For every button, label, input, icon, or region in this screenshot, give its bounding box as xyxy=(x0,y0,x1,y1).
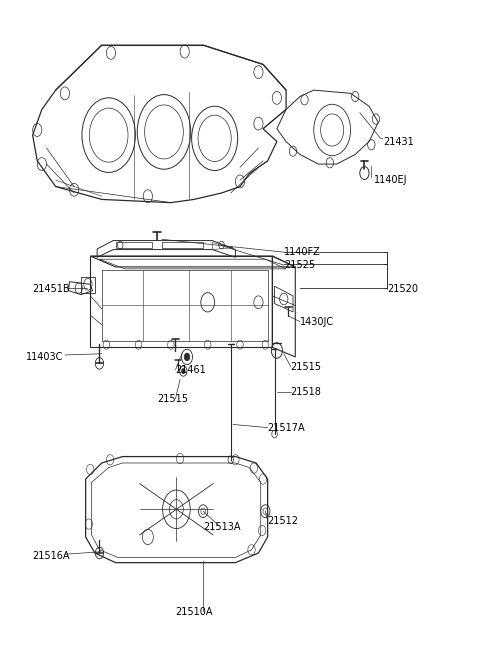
Text: 21518: 21518 xyxy=(291,387,322,398)
Text: 21512: 21512 xyxy=(268,516,299,526)
Circle shape xyxy=(184,353,190,361)
Text: 21515: 21515 xyxy=(157,394,188,403)
Circle shape xyxy=(181,369,185,374)
Text: 21513A: 21513A xyxy=(203,522,240,532)
Text: 21431: 21431 xyxy=(383,136,414,146)
Text: 21510A: 21510A xyxy=(176,607,213,617)
Text: 1140EJ: 1140EJ xyxy=(373,175,407,185)
Text: 21517A: 21517A xyxy=(268,422,305,433)
Text: 21520: 21520 xyxy=(387,285,419,295)
Text: 21515: 21515 xyxy=(291,361,322,371)
Text: 21461: 21461 xyxy=(176,365,206,375)
Text: 21451B: 21451B xyxy=(33,285,70,295)
Text: 21516A: 21516A xyxy=(33,551,70,562)
Text: 21525: 21525 xyxy=(284,260,315,270)
Text: 11403C: 11403C xyxy=(26,352,63,362)
Text: 1430JC: 1430JC xyxy=(300,317,334,327)
Text: 1140FZ: 1140FZ xyxy=(284,247,321,257)
